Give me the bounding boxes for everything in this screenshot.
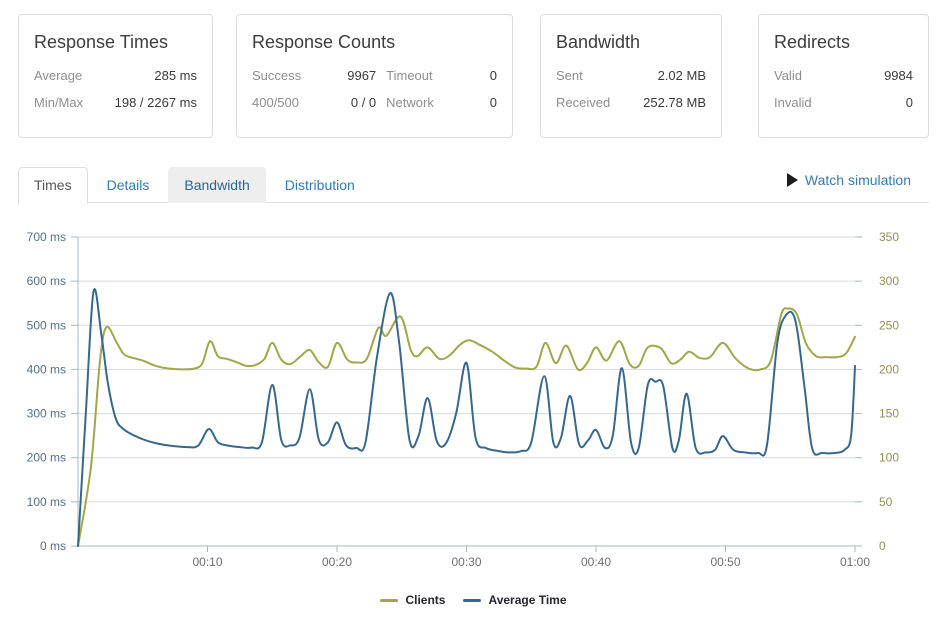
times-chart: 0 ms 100 ms 200 ms 300 ms 400 ms 500 ms 600 ms… (27, 230, 900, 569)
y-axis-right-label: 100 (879, 451, 899, 465)
card-row: Sent 2.02 MB (556, 68, 706, 83)
y-axis-left-label: 400 ms (27, 362, 66, 376)
x-axis-label: 00:10 (192, 555, 222, 569)
y-axis-right-label: 0 (879, 539, 886, 553)
stat-label: Average (34, 68, 83, 83)
tab-details[interactable]: Details (106, 177, 150, 193)
times-chart-section: 0 ms 100 ms 200 ms 300 ms 400 ms 500 ms 600 ms… (0, 215, 947, 628)
legend-label: Clients (405, 593, 446, 607)
y-axis-right-label: 150 (879, 407, 899, 421)
y-axis-left-label: 0 ms (40, 539, 66, 553)
legend-item-clients: Clients (380, 593, 445, 607)
stat-label: Min/Max (34, 95, 84, 110)
chart-legend: Clients Average Time (0, 593, 947, 607)
card-title: Response Times (34, 32, 169, 52)
watch-simulation-label: Watch simulation (804, 172, 911, 188)
y-axis-left-label: 600 ms (27, 274, 66, 288)
watch-simulation-link[interactable]: Watch simulation (786, 172, 911, 188)
stat-value: 0 (489, 95, 497, 110)
y-axis-left-label: 500 ms (27, 318, 66, 332)
tab-bandwidth[interactable]: Bandwidth (168, 167, 266, 203)
x-axis-label: 00:50 (710, 555, 740, 569)
stat-value: 9984 (884, 68, 913, 83)
stat-value: 252.78 MB (643, 95, 706, 110)
response-times-card: Response Times Average 285 ms Min/Max 198 … (18, 14, 213, 138)
stat-value: 0 (905, 95, 913, 110)
tab-bar: Times Details Bandwidth Distribution Wat… (18, 167, 929, 204)
response-counts-card: Response Counts Success 9967 Timeout 0 400… (236, 14, 513, 138)
x-axis-label: 01:00 (840, 555, 870, 569)
stat-value: 0 (489, 68, 497, 83)
legend-label: Average Time (488, 593, 567, 607)
card-row: Received 252.78 MB (556, 95, 706, 110)
redirects-card: Redirects Valid 9984 Invalid 0 (758, 14, 929, 138)
card-row: Invalid 0 (774, 95, 913, 110)
x-axis-label: 00:40 (581, 555, 611, 569)
card-title: Redirects (774, 32, 851, 52)
stat-value: 9967 (347, 68, 377, 83)
average-time-line (77, 288, 856, 547)
y-axis-right-label: 50 (879, 495, 893, 509)
stat-label: Valid (774, 68, 802, 83)
stat-label: Sent (556, 68, 583, 83)
stat-label: Timeout (386, 68, 433, 83)
stat-label: Network (386, 95, 434, 110)
play-icon (786, 173, 798, 187)
card-title: Response Counts (252, 32, 396, 52)
stat-label: Success (252, 68, 302, 83)
stat-label: Invalid (774, 95, 812, 110)
card-title: Bandwidth (556, 32, 641, 52)
bandwidth-card: Bandwidth Sent 2.02 MB Received 252.78 MB (540, 14, 722, 138)
y-axis-right-label: 300 (879, 274, 899, 288)
y-axis-left-label: 700 ms (27, 230, 66, 244)
stat-value: 198 / 2267 ms (114, 95, 197, 110)
card-row: Min/Max 198 / 2267 ms (34, 95, 197, 110)
tab-times[interactable]: Times (18, 167, 88, 204)
stat-label: 400/500 (252, 95, 299, 110)
average-time-line-swatch (463, 598, 482, 602)
card-row: Average 285 ms (34, 68, 197, 83)
x-axis-label: 00:30 (451, 555, 481, 569)
legend-item-average-time: Average Time (463, 593, 567, 607)
stat-value: 285 ms (154, 68, 197, 83)
stat-value: 2.02 MB (657, 68, 706, 83)
stat-value: 0 / 0 (350, 95, 377, 110)
y-axis-left-label: 100 ms (27, 495, 66, 509)
card-row: Valid 9984 (774, 68, 913, 83)
x-axis-label: 00:20 (322, 555, 352, 569)
stat-label: Received (556, 95, 611, 110)
card-row: Success 9967 Timeout 0 (252, 68, 497, 83)
y-axis-right-label: 200 (879, 362, 899, 376)
y-axis-right-label: 350 (879, 230, 899, 244)
card-row: 400/500 0 / 0 Network 0 (252, 95, 497, 110)
y-axis-left-label: 300 ms (27, 407, 66, 421)
clients-line-swatch (380, 598, 399, 602)
clients-line (77, 307, 856, 547)
tab-distribution[interactable]: Distribution (284, 177, 355, 193)
y-axis-left-label: 200 ms (27, 451, 66, 465)
y-axis-right-label: 250 (879, 318, 899, 332)
